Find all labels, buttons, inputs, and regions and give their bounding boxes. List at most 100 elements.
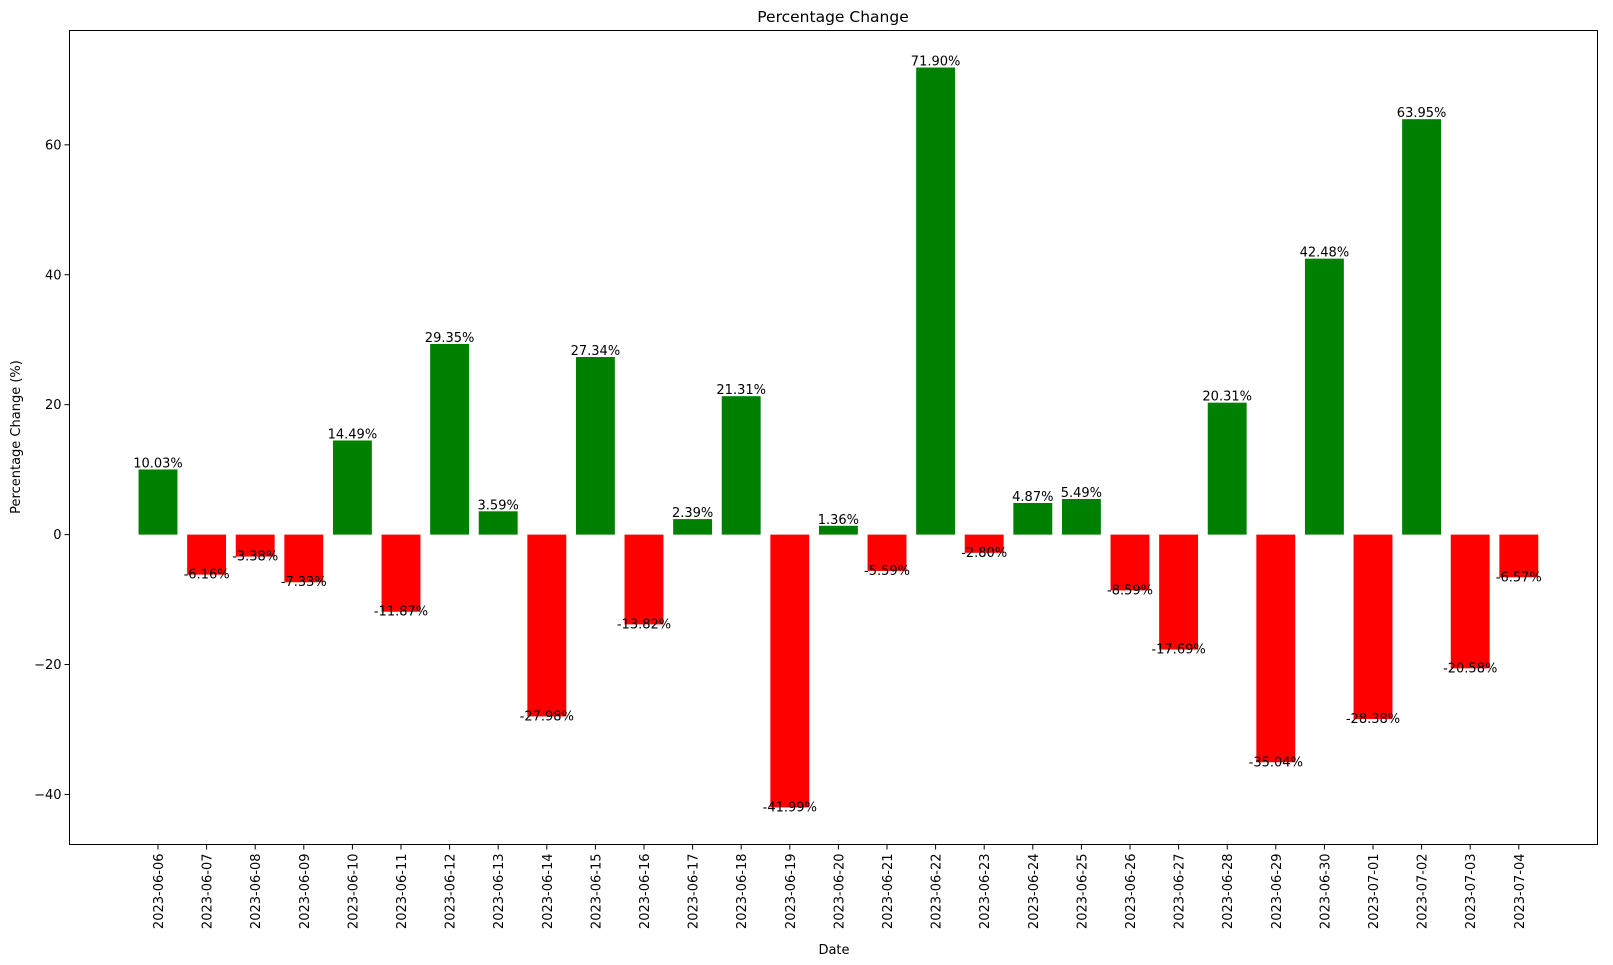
bar-2023-06-13 [478,511,518,535]
data-label-2023-06-29: -35.04% [1249,755,1303,770]
data-label-2023-06-25: 5.49% [1061,486,1102,501]
x-tick-label-2023-06-07: 2023-06-07 [201,854,216,930]
x-tick-label-2023-06-25: 2023-06-25 [1075,854,1090,930]
bar-2023-06-26 [1110,534,1150,591]
data-label-2023-06-23: -2.80% [961,546,1007,561]
bar-2023-06-20 [818,525,858,535]
bar-2023-06-16 [624,534,664,625]
data-label-2023-06-24: 4.87% [1012,490,1053,505]
data-label-2023-06-30: 42.48% [1300,246,1350,261]
x-tick-label-2023-07-04: 2023-07-04 [1513,854,1528,930]
data-label-2023-06-20: 1.36% [818,513,859,528]
data-label-2023-07-04: -6.57% [1496,570,1542,585]
y-tick-label--40: −40 [34,788,61,803]
data-label-2023-06-10: 14.49% [328,427,378,442]
bar-2023-06-22 [916,67,956,535]
bar-2023-06-29 [1256,534,1296,763]
x-tick-label-2023-06-28: 2023-06-28 [1221,854,1236,930]
bar-2023-07-01 [1353,534,1393,719]
data-label-2023-06-26: -8.59% [1107,583,1153,598]
data-label-2023-07-02: 63.95% [1397,106,1447,121]
data-label-2023-06-21: -5.59% [864,564,910,579]
data-label-2023-06-17: 2.39% [672,506,713,521]
data-label-2023-06-15: 27.34% [571,344,621,359]
bar-2023-06-25 [1061,498,1101,535]
bar-2023-06-18 [721,396,761,535]
bar-2023-06-08 [235,534,275,557]
x-tick-label-2023-06-12: 2023-06-12 [444,854,459,930]
data-label-2023-06-16: -13.82% [617,617,671,632]
y-axis: −40 −20 0 20 40 60 [34,138,70,803]
bar-2023-06-10 [332,440,372,535]
bar-2023-06-15 [575,357,615,535]
bar-2023-06-21 [867,534,907,571]
data-label-2023-06-18: 21.31% [716,383,766,398]
x-tick-label-2023-06-30: 2023-06-30 [1318,854,1333,930]
data-label-2023-06-19: -41.99% [763,800,817,815]
x-tick-label-2023-06-18: 2023-06-18 [735,854,750,930]
x-tick-label-2023-06-23: 2023-06-23 [978,854,993,930]
x-tick-label-2023-06-27: 2023-06-27 [1173,854,1188,930]
data-label-2023-06-22: 71.90% [911,55,961,70]
data-label-2023-07-01: -28.38% [1346,712,1400,727]
data-label-2023-06-09: -7.33% [281,575,327,590]
x-tick-label-2023-07-03: 2023-07-03 [1464,854,1479,930]
x-tick-label-2023-06-20: 2023-06-20 [832,854,847,930]
x-tick-label-2023-06-11: 2023-06-11 [395,854,410,930]
x-tick-label-2023-06-19: 2023-06-19 [784,854,799,930]
bar-2023-06-09 [284,534,324,583]
bar-2023-07-02 [1402,119,1442,535]
x-tick-label-2023-06-24: 2023-06-24 [1027,854,1042,930]
x-axis: 2023-06-06 2023-06-07 2023-06-08 2023-06-09… [152,844,1528,930]
y-tick-label-60: 60 [45,138,62,153]
bar-2023-06-14 [527,534,567,717]
bar-2023-06-17 [673,519,713,535]
data-label-2023-07-03: -20.58% [1443,661,1497,676]
data-label-2023-06-06: 10.03% [133,456,183,471]
y-axis-title: Percentage Change (%) [9,360,24,514]
x-tick-label-2023-06-21: 2023-06-21 [881,854,896,930]
bar-2023-06-28 [1207,402,1247,535]
bars-group [138,67,1539,808]
y-tick-label-40: 40 [45,268,62,283]
data-label-2023-06-27: -17.69% [1151,643,1205,658]
bar-2023-06-19 [770,534,810,808]
x-tick-label-2023-07-01: 2023-07-01 [1367,854,1382,930]
bar-2023-06-11 [381,534,421,612]
x-tick-label-2023-06-13: 2023-06-13 [492,854,507,930]
x-tick-label-2023-06-14: 2023-06-14 [541,854,556,930]
bar-2023-06-12 [430,343,470,535]
bar-2023-06-07 [187,534,227,575]
data-label-2023-06-11: -11.87% [374,605,428,620]
bar-2023-06-27 [1159,534,1199,650]
data-label-2023-06-13: 3.59% [478,498,519,513]
bar-2023-06-06 [138,469,178,535]
x-axis-title: Date [818,943,849,958]
x-tick-label-2023-06-17: 2023-06-17 [687,854,702,930]
bar-2023-06-30 [1304,258,1344,535]
plot-frame [69,30,1598,845]
chart-title: Percentage Change [757,8,908,26]
bar-2023-06-23 [964,534,1004,553]
x-tick-label-2023-07-02: 2023-07-02 [1416,854,1431,930]
data-label-2023-06-14: -27.98% [520,709,574,724]
x-tick-label-2023-06-10: 2023-06-10 [346,854,361,930]
data-label-2023-06-08: -3.38% [232,550,278,565]
x-tick-label-2023-06-26: 2023-06-26 [1124,854,1139,930]
x-tick-label-2023-06-09: 2023-06-09 [298,854,313,930]
data-labels-group: 10.03% -6.16%-3.38%-7.33% 14.49% -11.87% 29.… [133,55,1542,816]
y-tick-label-20: 20 [45,398,62,413]
data-label-2023-06-07: -6.16% [184,568,230,583]
bar-2023-07-03 [1450,534,1490,669]
x-tick-label-2023-06-16: 2023-06-16 [638,854,653,930]
data-label-2023-06-12: 29.35% [425,331,475,346]
x-tick-label-2023-06-29: 2023-06-29 [1270,854,1285,930]
x-tick-label-2023-06-06: 2023-06-06 [152,854,167,930]
x-tick-label-2023-06-15: 2023-06-15 [589,854,604,930]
y-tick-label-0: 0 [53,528,61,543]
y-tick-label--20: −20 [34,658,61,673]
x-tick-label-2023-06-22: 2023-06-22 [930,854,945,930]
bar-2023-06-24 [1013,502,1053,535]
